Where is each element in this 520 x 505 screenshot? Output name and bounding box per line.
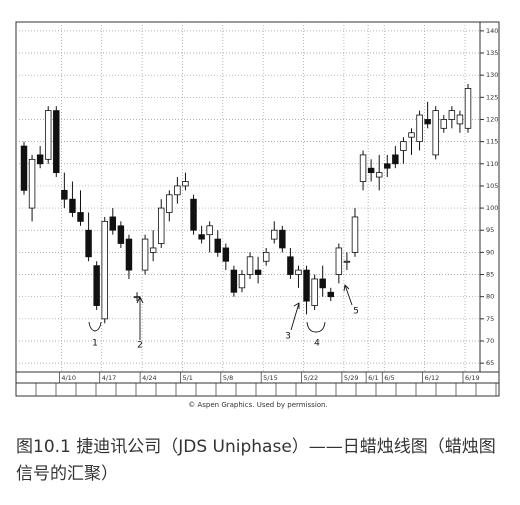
y-tick-label: 95	[486, 226, 494, 234]
candle-body	[375, 172, 383, 178]
y-tick-label: 115	[486, 138, 498, 146]
candle-body	[271, 229, 278, 240]
candle-body	[408, 132, 415, 138]
candle-body	[327, 291, 334, 298]
candle-body	[101, 220, 108, 320]
annotation-arrow	[88, 321, 102, 332]
candle-body	[133, 296, 141, 299]
candle-body	[246, 256, 254, 275]
x-tick-label: 6/19	[465, 374, 480, 382]
candle-body	[367, 167, 375, 174]
y-tick-label: 105	[486, 182, 498, 190]
annotation: 1	[92, 339, 98, 349]
x-tick-label: 4/17	[102, 374, 117, 382]
y-tick-label: 65	[486, 359, 494, 367]
annotation-arrow	[136, 295, 144, 340]
x-tick-label: 6/1	[368, 374, 378, 382]
candle-body	[392, 154, 399, 165]
candle-body	[53, 110, 60, 174]
candle-body	[93, 265, 100, 306]
candle-body	[416, 114, 423, 143]
annotation-arrow	[290, 302, 300, 331]
x-tick-label: 5/1	[182, 374, 192, 382]
y-tick-label: 125	[486, 93, 498, 101]
y-tick-label: 70	[486, 337, 494, 345]
candle-body	[44, 110, 52, 160]
x-tick-label: 4/24	[142, 374, 157, 382]
candle-body	[141, 238, 149, 271]
candle-body	[262, 251, 270, 262]
x-tick-label: 4/10	[61, 374, 76, 382]
candle-body	[36, 154, 44, 165]
candle-body	[206, 225, 213, 236]
x-tick-label: 6/12	[425, 374, 440, 382]
x-tick-label: 5/22	[304, 374, 319, 382]
credit: © Aspen Graphics. Used by permission.	[188, 401, 327, 409]
candle-body	[319, 278, 326, 289]
y-tick-label: 90	[486, 248, 494, 256]
y-tick-label: 80	[486, 293, 494, 301]
y-tick-label: 120	[486, 115, 498, 123]
candle-body	[400, 141, 407, 151]
candle-body	[222, 247, 230, 262]
candle-body	[464, 88, 472, 129]
candle-body	[158, 207, 165, 244]
y-tick-label: 130	[486, 71, 498, 79]
y-tick-label: 85	[486, 271, 494, 279]
candle-body	[359, 154, 367, 182]
candle-body	[109, 216, 117, 231]
annotation: 3	[285, 332, 291, 342]
candle-body	[238, 274, 246, 289]
annotation-arrow	[306, 321, 326, 333]
candle-body	[311, 278, 318, 306]
candle-body	[174, 185, 181, 196]
candle-body	[182, 181, 189, 187]
candle-body	[198, 234, 205, 240]
candle-body	[343, 260, 351, 263]
candle-body	[335, 247, 343, 275]
y-tick-label: 75	[486, 315, 494, 323]
candle-body	[69, 198, 76, 213]
annotation: 2	[137, 341, 143, 351]
candle-body	[448, 110, 456, 120]
x-tick-label: 5/29	[344, 374, 359, 382]
chart-frame	[15, 21, 500, 397]
candle-body	[85, 229, 92, 258]
candle-body	[125, 238, 133, 271]
candle-body	[166, 194, 173, 213]
candle-body	[77, 212, 84, 222]
candle-body	[424, 119, 431, 125]
candle-body	[61, 189, 68, 200]
candle-body	[279, 229, 286, 249]
annotation: 4	[314, 339, 320, 349]
x-tick-label: 5/8	[223, 374, 233, 382]
candle-body	[117, 225, 125, 244]
candle-body	[230, 269, 238, 293]
annotation: 5	[353, 307, 359, 317]
chart: © Aspen Graphics. Used by permission. 65…	[15, 21, 500, 409]
candle-body	[20, 145, 28, 191]
candle-body	[254, 269, 262, 275]
x-tick-label: 6/5	[384, 374, 394, 382]
y-tick-label: 135	[486, 49, 498, 57]
candle-body	[384, 163, 391, 169]
y-tick-label: 110	[486, 160, 498, 168]
candle-body	[28, 158, 36, 209]
candle-body	[149, 247, 157, 253]
candle-body	[432, 110, 439, 156]
candle-body	[295, 269, 302, 275]
caption: 图10.1 捷迪讯公司（JDS Uniphase）——日蜡烛线图（蜡烛图信号的汇…	[16, 437, 496, 484]
x-tick-label: 5/15	[263, 374, 278, 382]
candle-body	[190, 198, 197, 231]
candle-body	[287, 256, 294, 275]
candle-body	[440, 119, 448, 129]
candle-body	[456, 114, 464, 125]
candle-body	[303, 269, 310, 302]
candle-body	[351, 216, 359, 253]
candle-body	[214, 238, 221, 253]
y-tick-label: 140	[486, 27, 498, 35]
annotation-arrow	[343, 284, 353, 306]
y-tick-label: 100	[486, 204, 498, 212]
